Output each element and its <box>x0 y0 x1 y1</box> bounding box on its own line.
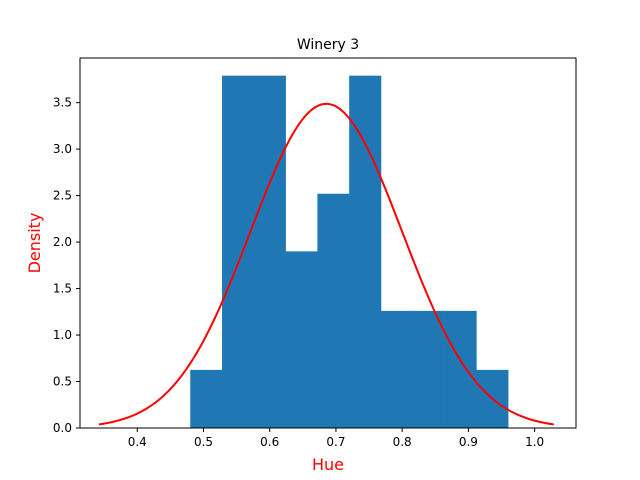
x-axis-label: Hue <box>312 455 344 474</box>
bars-layer <box>190 75 509 428</box>
chart-title: Winery 3 <box>297 37 359 53</box>
y-tick-label: 0.5 <box>53 375 72 389</box>
histogram-bar <box>190 369 223 428</box>
histogram-bar <box>317 193 350 428</box>
y-tick-label: 1.5 <box>53 282 72 296</box>
y-axis-ticks: 0.0 0.5 1.0 1.5 2.0 2.5 3.0 3.5 <box>53 96 80 435</box>
normal-density-curve <box>98 102 554 426</box>
histogram-bar <box>412 310 445 428</box>
x-tick-label: 0.9 <box>459 435 478 449</box>
x-axis-ticks: 0.4 0.5 0.6 0.7 0.8 0.9 1.0 <box>128 428 544 449</box>
histogram-bar <box>285 251 318 428</box>
histogram-bar <box>444 310 477 428</box>
y-tick-label: 0.0 <box>53 421 72 435</box>
y-tick-label: 3.0 <box>53 142 72 156</box>
x-tick-label: 0.4 <box>128 435 147 449</box>
y-tick-label: 1.0 <box>53 328 72 342</box>
y-tick-label: 2.5 <box>53 189 72 203</box>
x-tick-label: 1.0 <box>525 435 544 449</box>
histogram-bar <box>380 310 414 428</box>
y-axis-label: Density <box>25 213 44 274</box>
y-tick-label: 3.5 <box>53 96 72 110</box>
histogram-bar <box>253 75 286 428</box>
plot-frame <box>79 57 577 429</box>
histogram-bar <box>222 75 255 428</box>
x-tick-label: 0.8 <box>393 435 412 449</box>
x-tick-label: 0.6 <box>260 435 279 449</box>
x-tick-label: 0.5 <box>194 435 213 449</box>
y-tick-label: 2.0 <box>53 235 72 249</box>
histogram-bar <box>349 75 382 428</box>
x-tick-label: 0.7 <box>326 435 345 449</box>
